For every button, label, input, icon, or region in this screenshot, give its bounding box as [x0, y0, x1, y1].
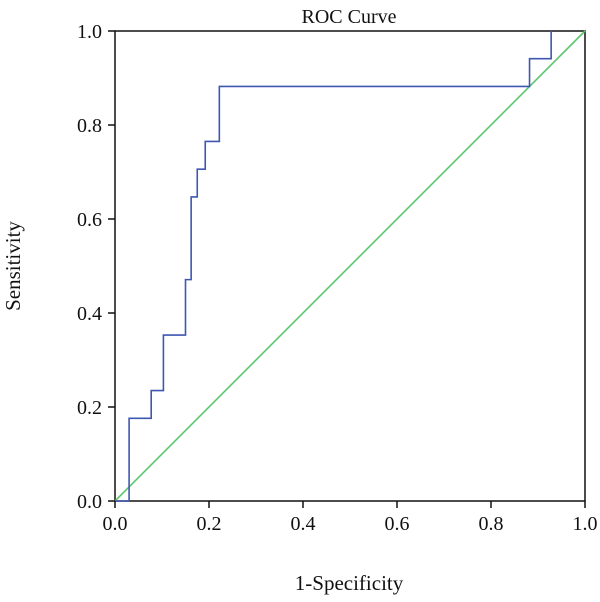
chart-title: ROC Curve: [302, 6, 397, 28]
x-axis-label: 1-Specificity: [295, 571, 404, 595]
roc-curve-line: [115, 31, 552, 502]
y-tick-label: 0.8: [77, 115, 102, 137]
x-tick-label: 0.0: [103, 513, 128, 535]
y-tick-label: 1.0: [77, 21, 102, 43]
x-tick-label: 1.0: [573, 513, 598, 535]
y-tick-label: 0.4: [77, 303, 102, 325]
y-tick-label: 0.6: [77, 209, 102, 231]
y-axis-ticks: 0.0 0.2 0.4 0.6 0.8 1.0: [77, 21, 115, 513]
y-tick-label: 0.0: [77, 491, 102, 513]
x-tick-label: 0.4: [291, 513, 316, 535]
plot-frame: [114, 30, 586, 502]
y-axis-label: Sensitivity: [1, 221, 25, 311]
x-axis-ticks: 0.0 0.2 0.4 0.6 0.8 1.0: [103, 501, 598, 535]
x-tick-label: 0.2: [197, 513, 222, 535]
reference-diagonal-line: [114, 30, 586, 502]
plot-layer: [114, 30, 586, 502]
x-tick-label: 0.8: [479, 513, 504, 535]
y-tick-label: 0.2: [77, 397, 102, 419]
x-tick-label: 0.6: [385, 513, 410, 535]
